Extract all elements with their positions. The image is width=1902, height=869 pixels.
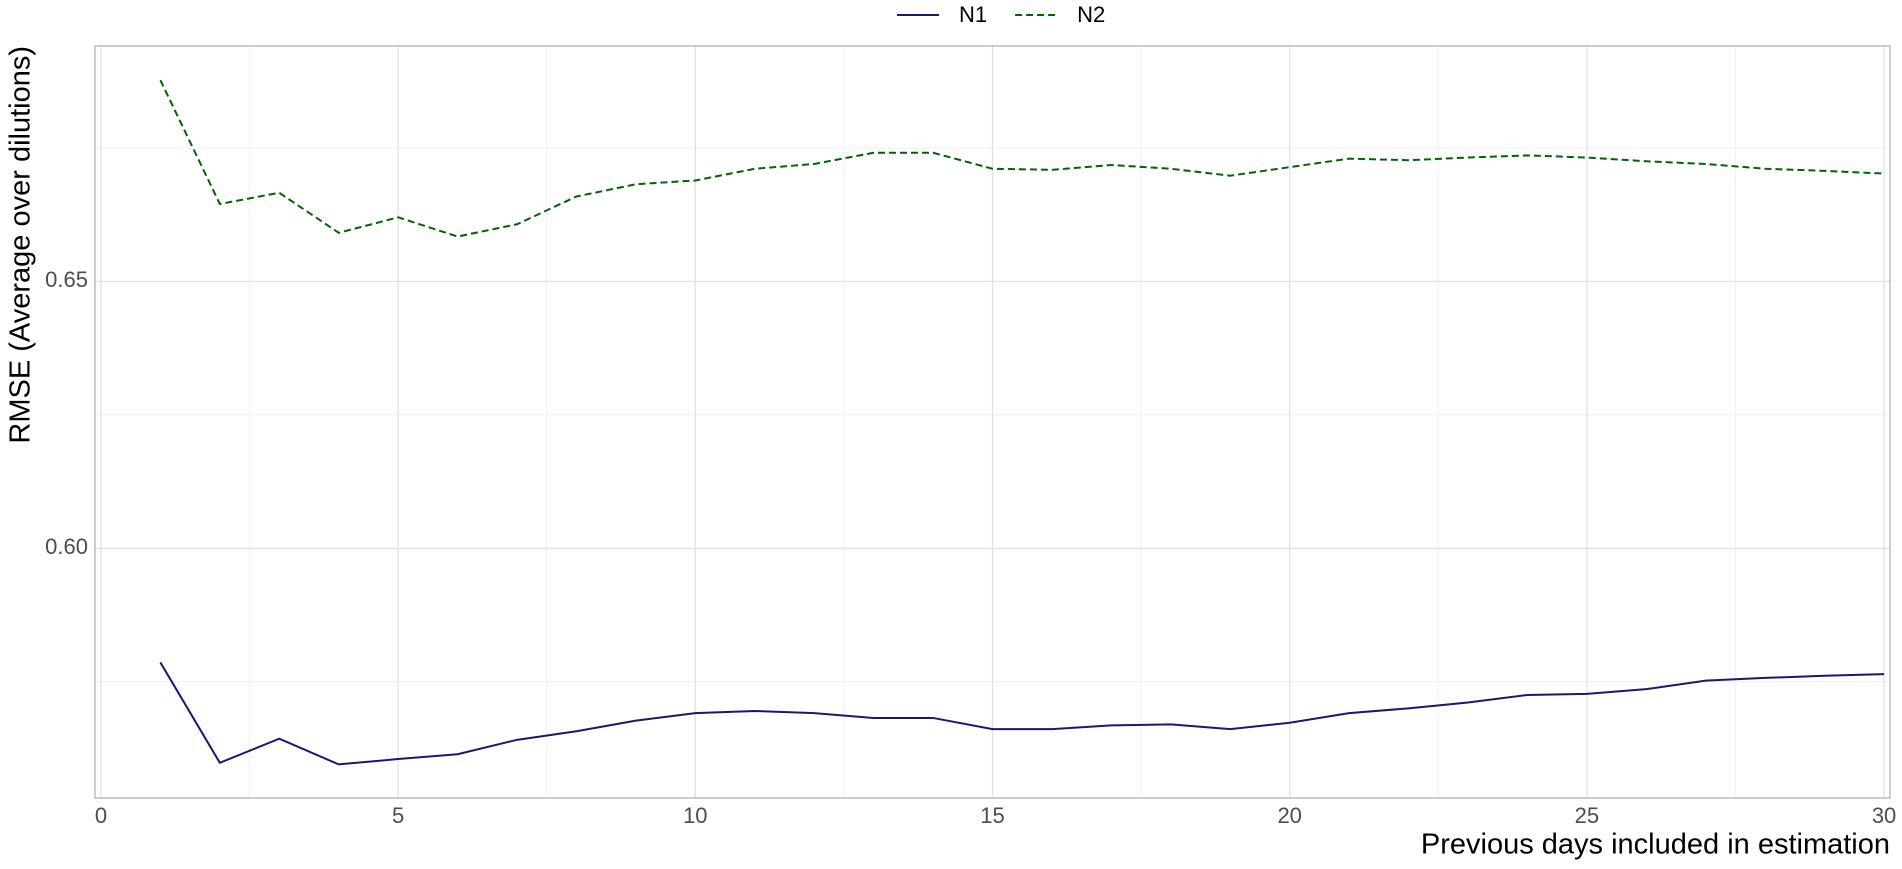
x-axis-title: Previous days included in estimation <box>1421 829 1890 861</box>
x-tick-label: 15 <box>980 803 1004 828</box>
series-line <box>159 661 1885 766</box>
y-tick-label: 0.60 <box>45 534 88 559</box>
y-tick-label: 0.65 <box>45 267 88 292</box>
x-tick-label: 30 <box>1872 803 1896 828</box>
y-axis-title: RMSE (Average over dilutions) <box>5 46 37 444</box>
x-tick-label: 0 <box>95 803 107 828</box>
panel-border <box>94 45 1891 799</box>
x-tick-label: 10 <box>683 803 707 828</box>
legend-text: N2 <box>1077 2 1105 27</box>
x-tick-label: 5 <box>392 803 404 828</box>
x-tick-label: 20 <box>1277 803 1301 828</box>
x-tick-label: 25 <box>1575 803 1599 828</box>
legend-text: N1 <box>959 2 987 27</box>
series-line <box>159 79 1885 238</box>
